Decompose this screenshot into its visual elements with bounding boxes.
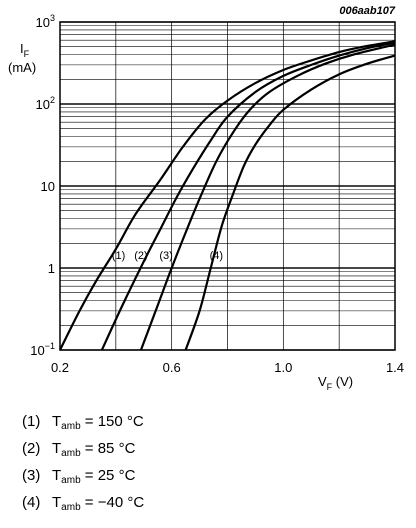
legend-item: (2) Tamb = 85 °C	[22, 435, 144, 462]
x-tick-label: 1.0	[274, 360, 292, 375]
y-tick-labels: 10−1 1 10 102 103	[30, 13, 55, 358]
legend-item: (1) Tamb = 150 °C	[22, 408, 144, 435]
y-tick-label: 102	[36, 95, 55, 112]
legend-symbol: T	[52, 440, 62, 457]
plot-frame	[59, 21, 396, 351]
curve-4	[184, 54, 396, 351]
legend-subscript: amb	[61, 448, 81, 459]
curve-label-1: (1)	[112, 250, 125, 262]
y-axis-label: IF	[20, 41, 30, 59]
legend-symbol: T	[52, 467, 62, 484]
curve-2	[100, 41, 396, 351]
legend-value: = 150 °C	[80, 413, 144, 430]
x-tick-label: 0.6	[163, 360, 181, 375]
x-tick-label: 1.4	[386, 360, 404, 375]
legend-symbol: T	[52, 413, 62, 430]
curve-1	[59, 40, 396, 351]
y-tick-label: 1	[48, 261, 55, 276]
curves	[59, 40, 396, 351]
legend-subscript: amb	[61, 475, 81, 486]
legend-item: (3) Tamb = 25 °C	[22, 462, 144, 489]
legend-item: (4) Tamb = −40 °C	[22, 489, 144, 516]
curve-3	[139, 43, 396, 351]
curve-labels: (1) (2) (3) (4)	[112, 250, 223, 262]
y-tick-label: 10	[41, 179, 55, 194]
legend-number: (3)	[22, 467, 41, 484]
curve-label-3: (3)	[159, 250, 172, 262]
forward-current-chart: 006aab107 0.2 0.6 1.0 1.4 10−1 1 10 102 103 (1)…	[8, 5, 404, 392]
legend-number: (2)	[22, 440, 41, 457]
legend: (1) Tamb = 150 °C (2) Tamb = 85 °C (3) Tamb…	[22, 408, 144, 516]
legend-subscript: amb	[61, 502, 81, 513]
curve-label-2: (2)	[134, 250, 147, 262]
curve-label-4: (4)	[210, 250, 223, 262]
figure-id: 006aab107	[339, 5, 396, 17]
legend-number: (4)	[22, 494, 41, 511]
legend-value: = 85 °C	[80, 440, 136, 457]
x-tick-labels: 0.2 0.6 1.0 1.4	[51, 360, 404, 375]
legend-value: = −40 °C	[80, 494, 145, 511]
legend-symbol: T	[52, 494, 62, 511]
legend-value: = 25 °C	[80, 467, 136, 484]
x-axis-label: VF (V)	[318, 374, 353, 392]
y-tick-label: 103	[36, 13, 55, 30]
legend-subscript: amb	[61, 421, 81, 432]
y-axis-unit: (mA)	[8, 60, 36, 75]
y-tick-label: 10−1	[30, 341, 55, 358]
legend-number: (1)	[22, 413, 41, 430]
x-tick-label: 0.2	[51, 360, 69, 375]
